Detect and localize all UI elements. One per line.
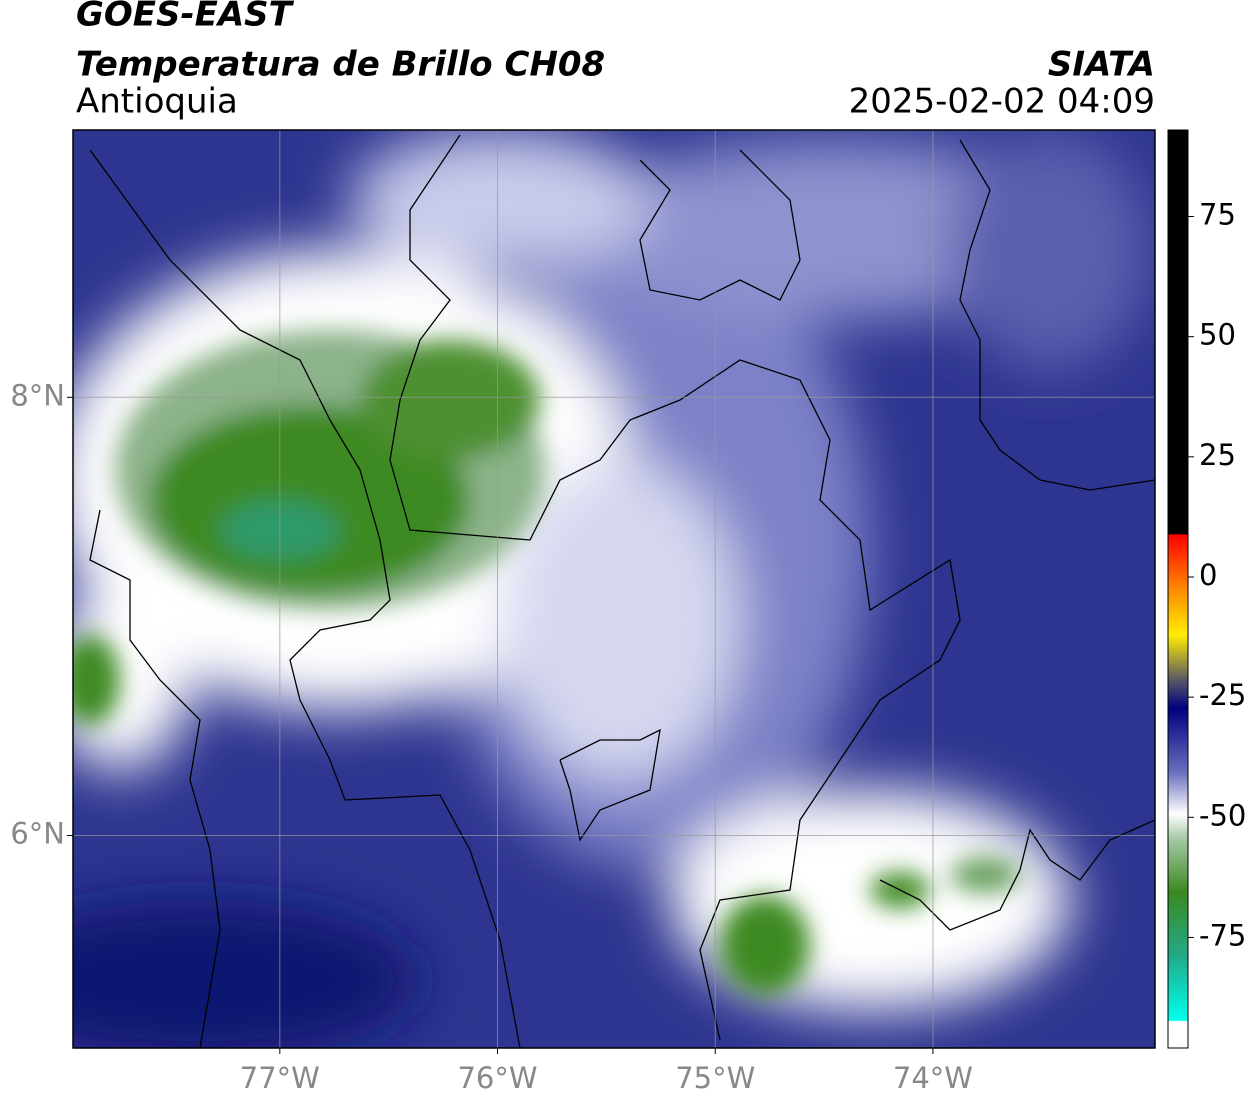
source: SIATA xyxy=(1048,45,1155,85)
colorbar-tick-label: -50 xyxy=(1199,798,1246,832)
colorbar-tick-label: 0 xyxy=(1199,558,1217,592)
colorbar-tick-label: 75 xyxy=(1199,198,1236,232)
datetime: 2025-02-02 04:09 xyxy=(849,82,1155,122)
y-tick-label: 8°N xyxy=(10,378,65,412)
region: Antioquia xyxy=(76,82,238,122)
satellite-image xyxy=(73,130,1155,1048)
colorbar xyxy=(1167,129,1189,1049)
x-tick-label: 76°W xyxy=(457,1061,537,1095)
map-frame xyxy=(72,129,1156,1049)
x-tick-label: 75°W xyxy=(675,1061,755,1095)
colorbar-tick-label: -25 xyxy=(1199,678,1246,712)
title: GOES-EAST xyxy=(76,0,295,35)
grid xyxy=(73,130,1155,1048)
subtitle: Temperatura de Brillo CH08 xyxy=(76,45,605,85)
colorbar-tick-label: -75 xyxy=(1199,918,1246,952)
colorbar-tick-label: 50 xyxy=(1199,318,1236,352)
borders xyxy=(89,134,1155,1048)
colorbar-tick-label: 25 xyxy=(1199,438,1236,472)
y-tick-label: 6°N xyxy=(10,816,65,850)
x-tick-label: 74°W xyxy=(893,1061,973,1095)
x-tick-label: 77°W xyxy=(240,1061,320,1095)
